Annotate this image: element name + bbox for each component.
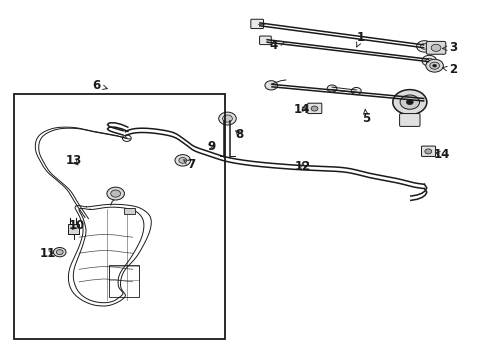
Text: 12: 12 — [294, 160, 310, 173]
FancyBboxPatch shape — [399, 113, 419, 126]
Circle shape — [310, 106, 317, 111]
Bar — [68, 224, 79, 234]
Bar — [109, 265, 139, 297]
Circle shape — [222, 115, 232, 122]
Text: 14: 14 — [432, 148, 448, 161]
Circle shape — [56, 249, 63, 255]
Text: 11: 11 — [40, 247, 56, 260]
Circle shape — [421, 55, 436, 66]
Circle shape — [326, 85, 336, 92]
Circle shape — [432, 64, 436, 67]
Circle shape — [218, 112, 236, 125]
Circle shape — [264, 81, 277, 90]
Circle shape — [175, 155, 190, 166]
Circle shape — [425, 59, 443, 72]
Circle shape — [179, 157, 186, 163]
Text: 14: 14 — [293, 103, 309, 116]
Circle shape — [351, 87, 361, 95]
Text: 4: 4 — [269, 39, 284, 52]
Circle shape — [406, 100, 412, 105]
Bar — [109, 266, 139, 280]
Text: 1: 1 — [356, 31, 365, 47]
Text: 8: 8 — [235, 128, 243, 141]
Text: 10: 10 — [68, 219, 85, 232]
Text: 5: 5 — [361, 109, 369, 125]
Text: 6: 6 — [92, 79, 107, 92]
Text: 2: 2 — [442, 63, 457, 76]
FancyBboxPatch shape — [426, 41, 445, 54]
Text: 13: 13 — [65, 154, 81, 167]
FancyBboxPatch shape — [307, 103, 321, 113]
Circle shape — [424, 149, 431, 154]
Text: 9: 9 — [207, 140, 215, 153]
Text: 3: 3 — [442, 41, 457, 54]
Circle shape — [429, 62, 439, 69]
Circle shape — [399, 95, 419, 109]
Circle shape — [111, 190, 120, 197]
Circle shape — [416, 41, 431, 52]
Circle shape — [53, 248, 66, 257]
FancyBboxPatch shape — [259, 36, 271, 45]
Circle shape — [430, 44, 440, 51]
Circle shape — [392, 90, 426, 114]
Bar — [123, 207, 134, 214]
Bar — [14, 94, 224, 339]
Text: 7: 7 — [183, 158, 195, 171]
FancyBboxPatch shape — [250, 19, 263, 28]
FancyBboxPatch shape — [421, 146, 435, 157]
Circle shape — [107, 187, 124, 200]
